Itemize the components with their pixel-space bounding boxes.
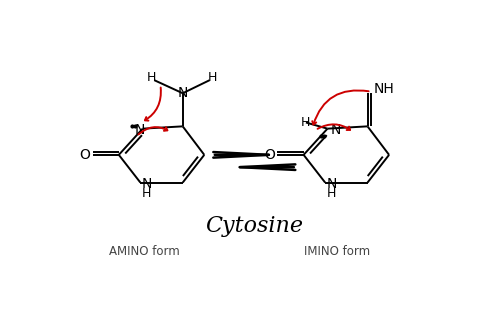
Text: H: H xyxy=(301,116,311,129)
Text: NH: NH xyxy=(374,82,395,96)
Text: AMINO form: AMINO form xyxy=(109,245,179,258)
Text: O: O xyxy=(264,148,275,162)
Text: N: N xyxy=(134,123,145,137)
Text: H: H xyxy=(142,187,151,200)
Text: O: O xyxy=(80,148,90,162)
Text: Cytosine: Cytosine xyxy=(205,215,303,238)
Text: N: N xyxy=(142,177,152,191)
Text: IMINO form: IMINO form xyxy=(304,245,370,258)
Text: H: H xyxy=(327,187,336,200)
Text: H: H xyxy=(147,71,157,83)
Text: N: N xyxy=(177,86,188,100)
Text: N: N xyxy=(331,123,341,137)
Text: H: H xyxy=(207,71,217,83)
Text: N: N xyxy=(327,177,337,191)
